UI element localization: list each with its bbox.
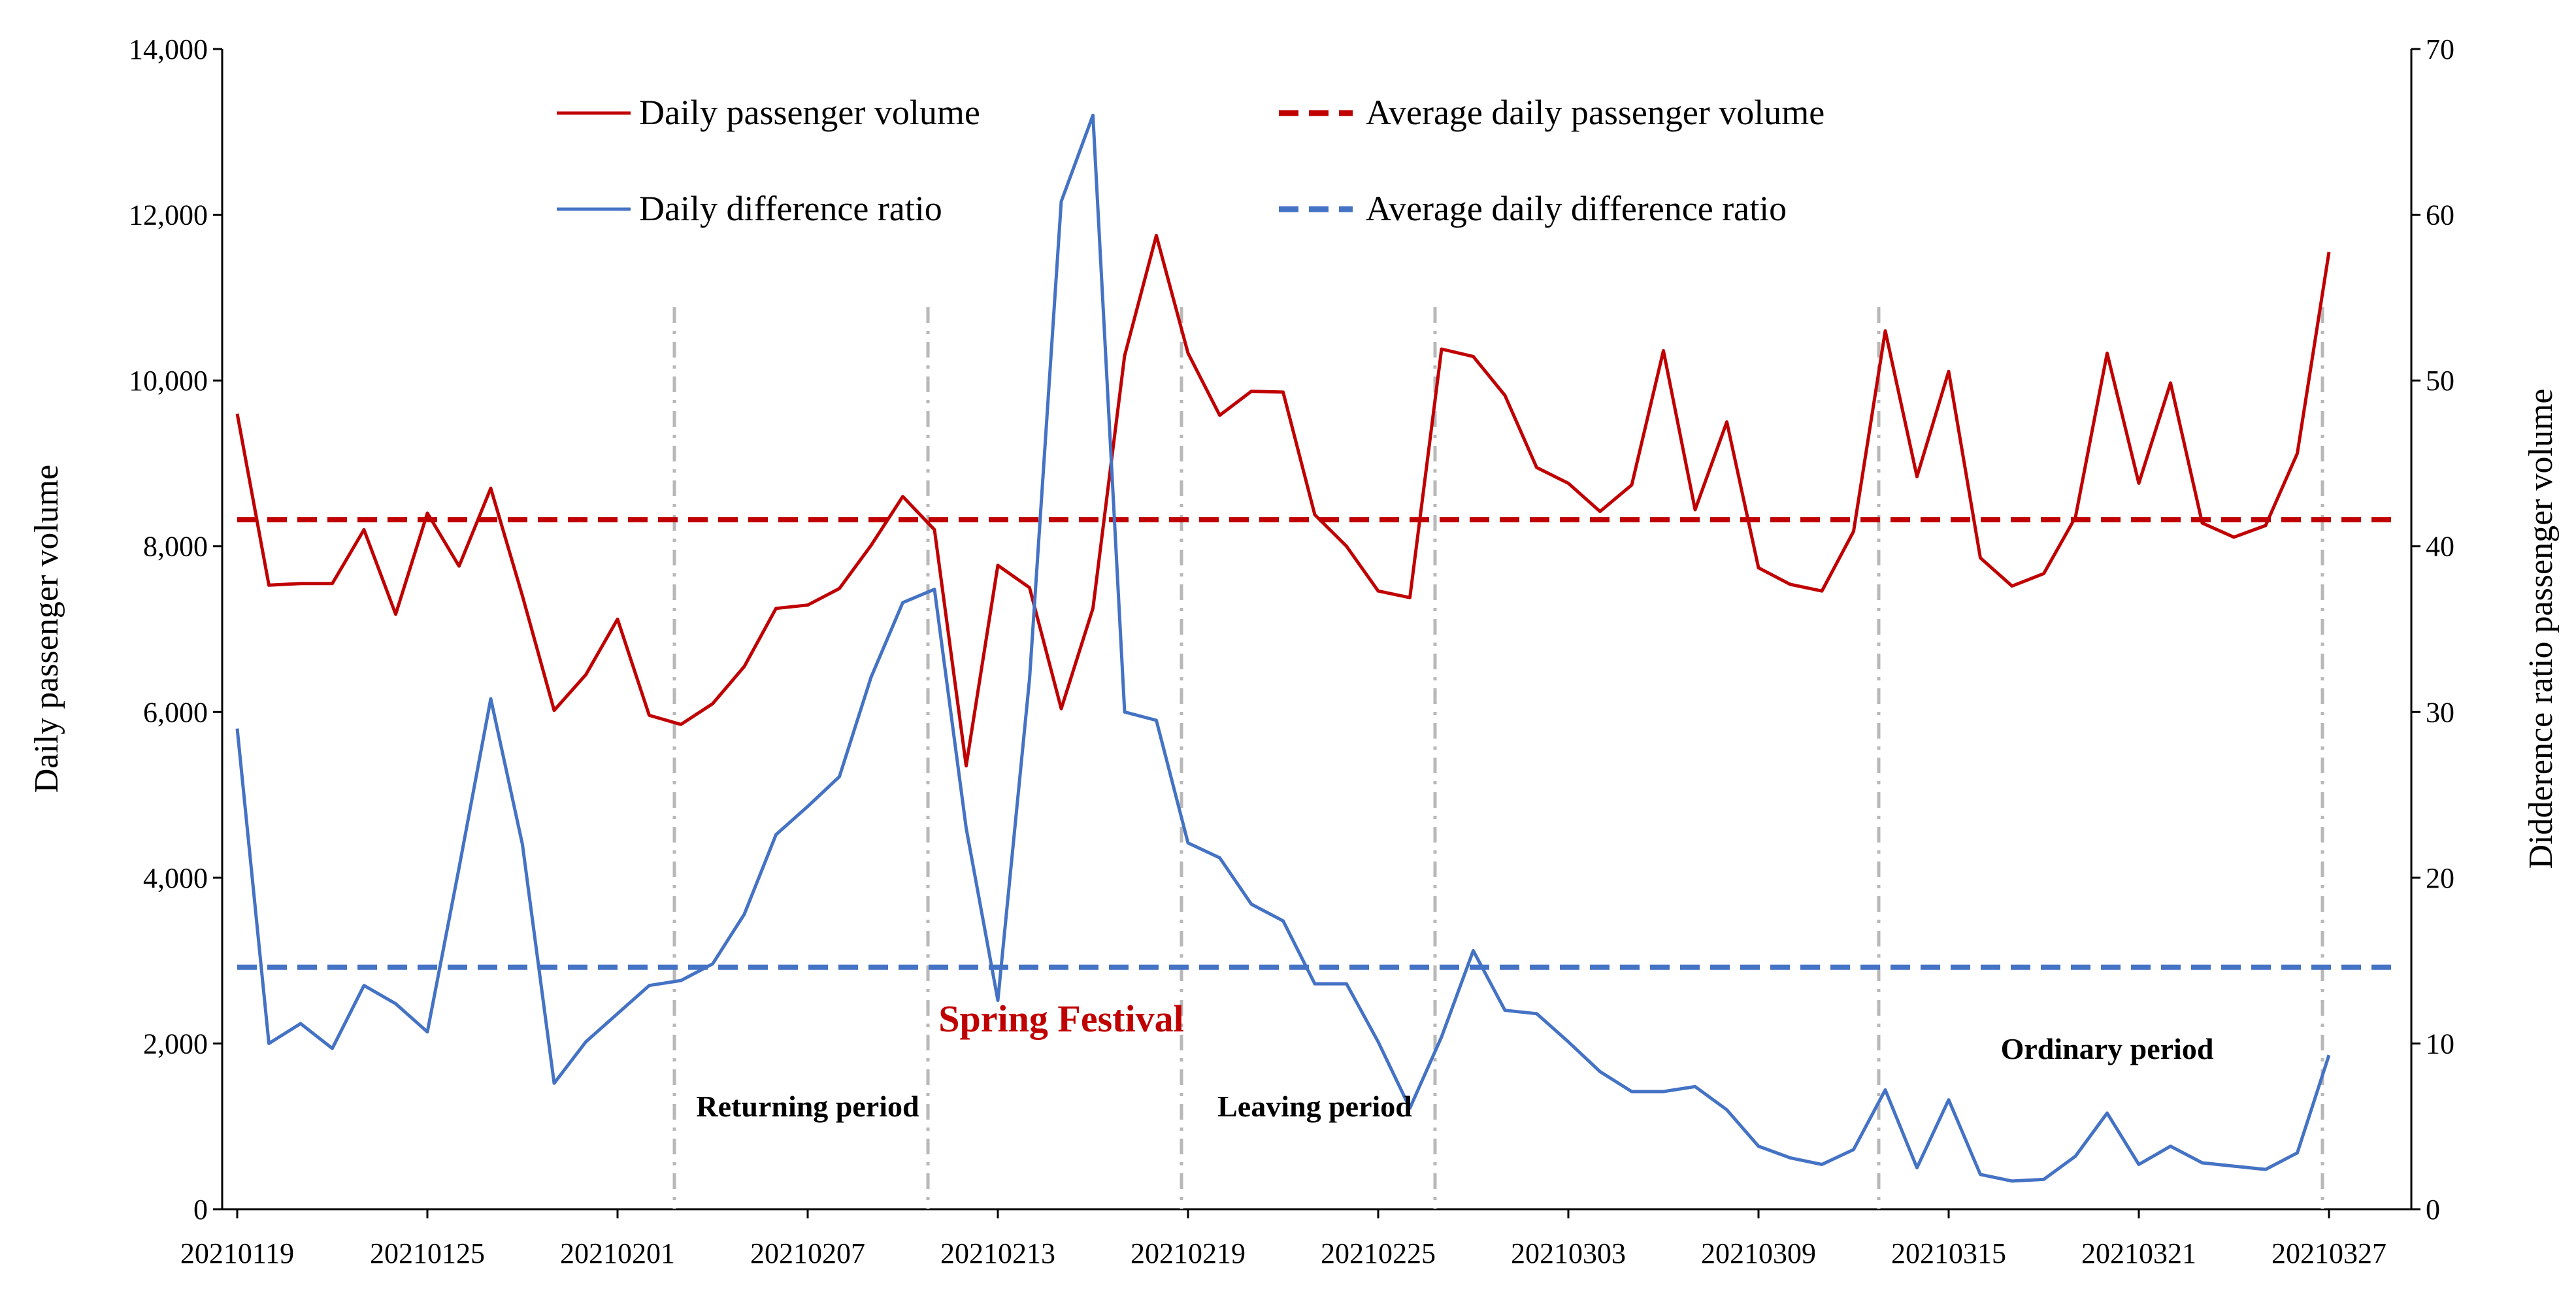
x-tick-label: 20210125 xyxy=(370,1237,485,1269)
y2-tick-label: 70 xyxy=(2426,33,2454,65)
legend-label-daily-difference-ratio: Daily difference ratio xyxy=(639,189,942,228)
annotation-returning-period: Returning period xyxy=(696,1090,919,1123)
y-tick-label: 0 xyxy=(193,1194,208,1226)
y-tick-label: 12,000 xyxy=(129,199,208,231)
series-line-daily-passenger-volume xyxy=(235,233,2331,768)
x-axis-ticks: 20210119 20210125 20210201 20210207 20210213… xyxy=(180,1209,2386,1269)
y2-tick-label: 40 xyxy=(2426,531,2454,563)
y2-tick-label: 10 xyxy=(2426,1028,2454,1060)
y-axis-title: Daily passenger volume xyxy=(28,465,65,794)
legend-label-average-daily-difference-ratio: Average daily difference ratio xyxy=(1366,189,1787,228)
legend-label-average-daily-passenger-volume: Average daily passenger volume xyxy=(1366,93,1825,132)
x-tick-label: 20210303 xyxy=(1511,1237,1626,1269)
axes xyxy=(221,49,2413,1211)
y2-tick-label: 60 xyxy=(2426,199,2454,231)
legend: Daily passenger volume Average daily pas… xyxy=(557,93,1825,228)
y2-tick-label: 30 xyxy=(2426,696,2454,728)
y2-tick-label: 50 xyxy=(2426,365,2454,397)
x-tick-label: 20210207 xyxy=(750,1237,865,1269)
x-tick-label: 20210321 xyxy=(2081,1237,2196,1269)
annotation-ordinary-period: Ordinary period xyxy=(2001,1032,2214,1065)
y-axis-ticks: 0 2,000 4,000 6,000 8,000 10,000 12,000 14,000 xyxy=(129,33,222,1226)
period-boundaries xyxy=(672,307,2324,1209)
legend-label-daily-passenger-volume: Daily passenger volume xyxy=(639,93,980,132)
y-tick-label: 10,000 xyxy=(129,365,208,397)
y-tick-label: 2,000 xyxy=(143,1028,208,1060)
x-tick-label: 20210213 xyxy=(940,1237,1055,1269)
average-lines xyxy=(237,517,2392,970)
x-tick-label: 20210225 xyxy=(1321,1237,1436,1269)
y2-axis-title: Didderence ratio passenger volume xyxy=(2522,389,2560,869)
y2-axis-ticks: 0 10 20 30 40 50 60 70 xyxy=(2411,33,2454,1226)
y-tick-label: 8,000 xyxy=(143,531,208,563)
y2-tick-label: 20 xyxy=(2426,862,2454,894)
y-tick-label: 14,000 xyxy=(129,33,208,65)
annotation-leaving-period: Leaving period xyxy=(1217,1090,1412,1123)
period-annotations: Returning period Spring Festival Leaving p… xyxy=(696,997,2213,1123)
y-tick-label: 4,000 xyxy=(143,862,208,894)
x-tick-label: 20210219 xyxy=(1131,1237,1246,1269)
y2-tick-label: 0 xyxy=(2426,1194,2440,1226)
y-tick-label: 6,000 xyxy=(143,696,208,728)
x-tick-label: 20210309 xyxy=(1701,1237,1816,1269)
x-tick-label: 20210315 xyxy=(1891,1237,2006,1269)
series-lines xyxy=(235,113,2331,1183)
x-tick-label: 20210201 xyxy=(560,1237,675,1269)
x-tick-label: 20210327 xyxy=(2271,1237,2386,1269)
series-line-daily-difference-ratio xyxy=(235,113,2331,1183)
x-tick-label: 20210119 xyxy=(180,1237,294,1269)
annotation-spring-festival: Spring Festival xyxy=(938,997,1183,1040)
